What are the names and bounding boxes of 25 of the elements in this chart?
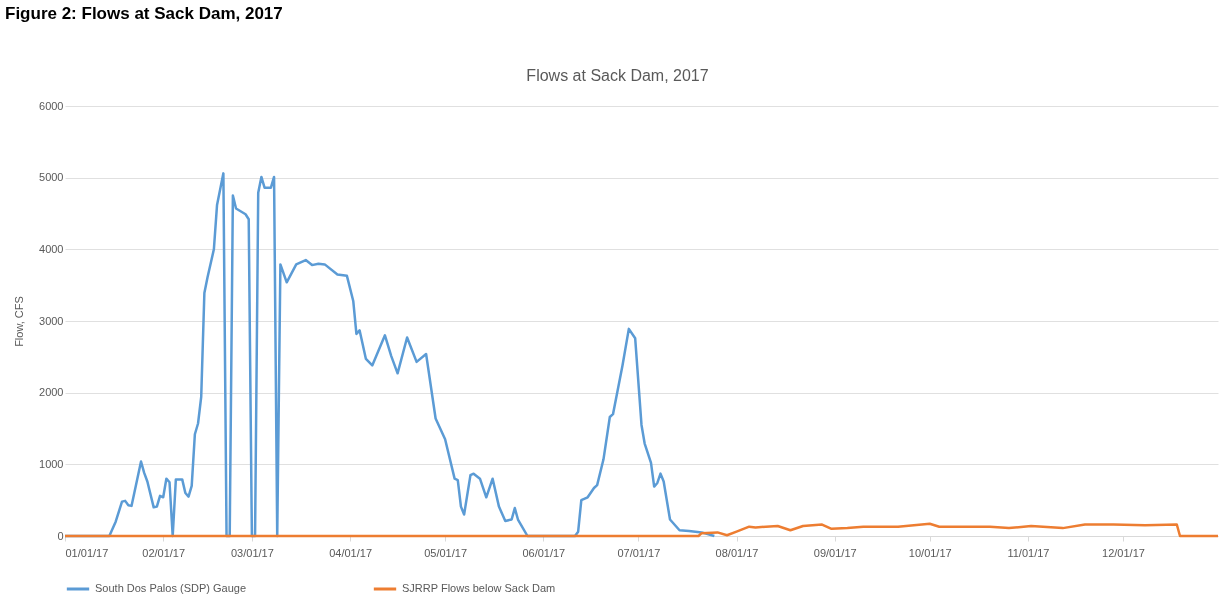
x-tick-label: 04/01/17 <box>329 546 372 559</box>
x-tick-label: 10/01/17 <box>908 546 952 559</box>
y-tick-label: 0 <box>57 529 64 542</box>
x-tick-label: 07/01/17 <box>617 546 661 559</box>
legend-label: SJRRP Flows below Sack Dam <box>402 582 556 594</box>
legend-label: South Dos Palos (SDP) Gauge <box>95 582 247 594</box>
y-tick-label: 6000 <box>39 99 64 112</box>
x-tick-label: 02/01/17 <box>142 546 186 559</box>
y-tick-label: 3000 <box>39 314 64 327</box>
chart-subtitle: Flows at Sack Dam, 2017 <box>526 67 709 84</box>
x-tick-label: 05/01/17 <box>424 546 468 559</box>
y-tick-label: 5000 <box>39 171 64 184</box>
x-tick-label: 06/01/17 <box>522 546 566 559</box>
x-tick-label: 12/01/17 <box>1102 546 1145 559</box>
chart-title: Figure 2: Flows at Sack Dam, 2017 <box>5 4 283 23</box>
x-tick-label: 03/01/17 <box>230 546 274 559</box>
x-tick-label: 01/01/17 <box>65 546 109 559</box>
line-series <box>63 522 1220 538</box>
x-tick-label: 08/01/17 <box>715 546 759 559</box>
x-tick-label: 11/01/17 <box>1007 546 1050 559</box>
y-tick-label: 1000 <box>39 457 64 470</box>
y-tick-label: 4000 <box>39 242 64 255</box>
y-tick-label: 2000 <box>39 386 64 399</box>
y-axis-title: Flow, CFS <box>13 296 26 347</box>
x-tick-label: 09/01/17 <box>813 546 857 559</box>
